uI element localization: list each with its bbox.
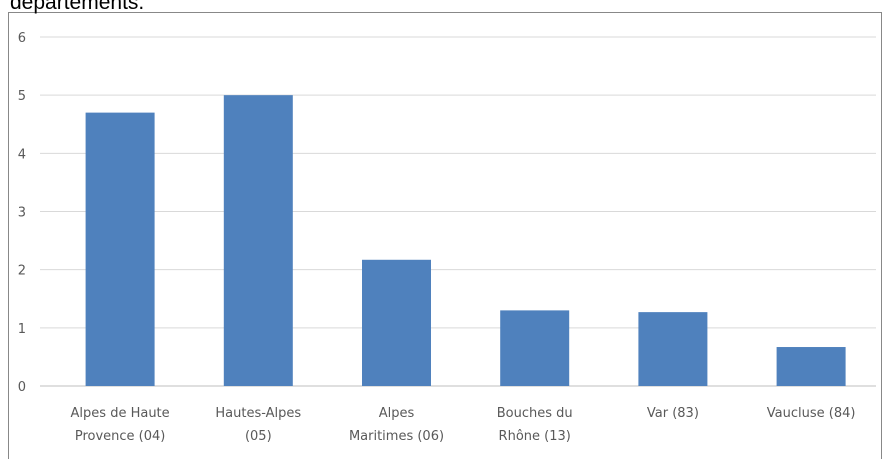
y-tick-label: 6	[18, 31, 26, 46]
y-tick-label: 3	[18, 206, 26, 221]
x-tick-label: Hautes-Alpes	[215, 406, 301, 421]
bar	[223, 95, 293, 387]
y-tick-label: 0	[18, 380, 26, 395]
bar	[362, 259, 431, 386]
x-tick-label: Provence (04)	[75, 429, 166, 444]
bar	[638, 312, 708, 386]
x-tick-label: Bouches du	[497, 406, 573, 421]
x-tick-label: Alpes de Haute	[71, 406, 170, 421]
bar	[500, 310, 570, 386]
x-tick-label: Maritimes (06)	[349, 429, 444, 444]
y-tick-label: 5	[18, 89, 26, 104]
y-tick-label: 2	[18, 264, 26, 279]
y-tick-label: 4	[18, 147, 26, 162]
bar	[85, 112, 155, 386]
bar	[776, 347, 846, 386]
x-tick-label: Alpes	[379, 406, 415, 421]
y-tick-label: 1	[18, 322, 26, 337]
x-tick-label: (05)	[245, 429, 272, 444]
x-tick-label: Var (83)	[647, 406, 699, 421]
x-tick-label: Rhône (13)	[499, 429, 571, 444]
chart-title: départements.	[10, 0, 144, 14]
chart-frame	[8, 12, 882, 459]
x-tick-label: Vaucluse (84)	[767, 406, 856, 421]
